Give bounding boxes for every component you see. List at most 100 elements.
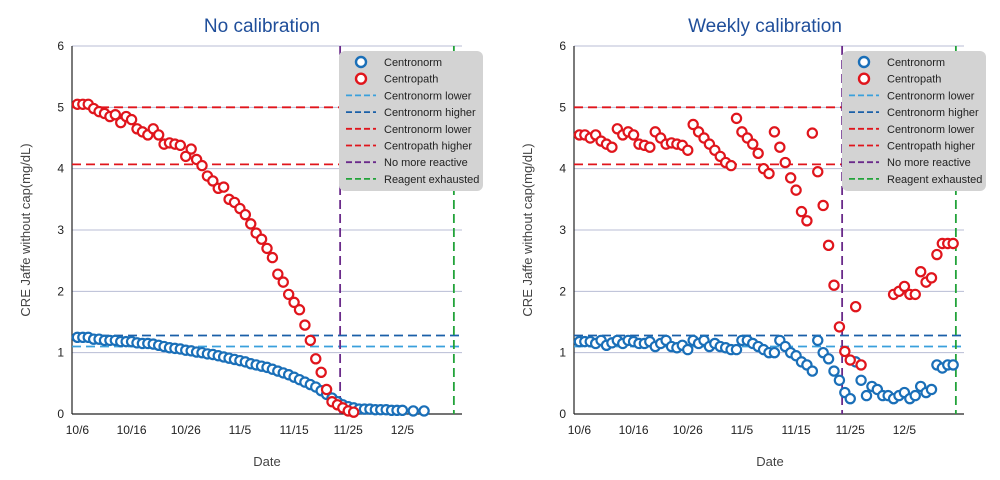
legend-label: Centronorm — [384, 57, 442, 69]
x-tick-label: 10/16 — [619, 423, 649, 437]
legend-marker-circle — [354, 72, 368, 85]
data-point — [947, 237, 959, 250]
data-point — [763, 167, 775, 180]
series-centropath — [71, 98, 360, 418]
data-point — [833, 374, 846, 386]
y-tick-label: 1 — [57, 346, 64, 360]
legend-label: Centronorm higher — [887, 107, 979, 119]
y-tick-label: 6 — [559, 39, 566, 53]
x-tick-label: 10/6 — [568, 423, 592, 437]
data-point — [844, 354, 856, 366]
x-axis-label: Date — [756, 454, 783, 469]
y-axis-ticks: 0 1 2 3 4 5 6 — [559, 39, 566, 421]
data-point — [914, 266, 927, 278]
data-point — [768, 126, 781, 138]
data-point — [812, 166, 824, 178]
data-point — [795, 205, 808, 218]
data-point — [315, 366, 327, 378]
y-tick-label: 3 — [57, 223, 64, 237]
data-point — [725, 159, 737, 172]
x-tick-label: 10/16 — [117, 423, 147, 437]
data-point — [779, 156, 791, 169]
data-point — [822, 239, 835, 252]
data-point — [784, 172, 797, 184]
data-point — [299, 319, 311, 331]
legend-label: No more reactive — [887, 157, 971, 169]
y-tick-label: 6 — [57, 39, 64, 53]
data-point — [682, 343, 694, 356]
y-tick-label: 1 — [559, 346, 566, 360]
data-point — [207, 175, 219, 187]
y-tick-label: 5 — [57, 100, 64, 114]
data-point — [806, 127, 819, 139]
legend-label: Centronorm — [887, 57, 945, 69]
series-centronorm — [71, 331, 430, 417]
x-tick-label: 12/5 — [893, 423, 917, 437]
data-point — [606, 141, 618, 153]
y-axis-ticks: 0 1 2 3 4 5 6 — [57, 39, 64, 421]
data-point — [272, 268, 284, 280]
data-point — [152, 129, 165, 141]
data-point — [947, 359, 959, 371]
data-point — [288, 296, 300, 309]
legend-background — [842, 51, 986, 191]
legend-label: Centropath — [384, 74, 438, 86]
data-point — [860, 389, 873, 402]
data-point — [196, 159, 208, 172]
data-point — [839, 345, 851, 358]
data-point — [817, 199, 829, 212]
y-tick-label: 3 — [559, 223, 566, 237]
legend-marker-circle — [857, 72, 871, 85]
data-point — [239, 208, 252, 221]
data-point — [849, 300, 862, 313]
legend-label: Centronorm lower — [384, 124, 472, 136]
data-point — [277, 276, 289, 288]
x-tick-label: 10/26 — [673, 423, 703, 437]
data-point — [730, 112, 743, 125]
x-tick-label: 11/25 — [836, 423, 865, 437]
x-axis-label: Date — [253, 454, 280, 469]
x-tick-label: 11/5 — [229, 423, 252, 437]
data-point — [396, 404, 409, 417]
x-tick-label: 12/5 — [391, 423, 415, 437]
y-axis-label: CRE Jaffe without cap(mg/dL) — [520, 143, 535, 316]
y-tick-label: 0 — [57, 407, 64, 421]
legend-background — [339, 51, 483, 191]
x-tick-label: 11/5 — [731, 423, 754, 437]
data-point — [266, 251, 279, 264]
chart-title: Weekly calibration — [688, 16, 842, 37]
data-point — [418, 405, 430, 417]
data-point — [822, 353, 835, 365]
data-point — [245, 218, 257, 230]
data-point — [844, 392, 856, 405]
data-point — [909, 389, 921, 402]
data-point — [180, 150, 192, 163]
data-point — [801, 215, 813, 227]
y-tick-label: 4 — [559, 162, 566, 176]
legend-label: No more reactive — [384, 157, 468, 169]
legend-label: Reagent exhausted — [384, 174, 479, 186]
data-point — [282, 288, 295, 301]
x-tick-label: 11/15 — [782, 423, 811, 437]
series-centropath — [573, 112, 959, 371]
legend-label: Centronorm lower — [887, 124, 975, 136]
data-point — [293, 304, 306, 316]
legend-label: Centronorm higher — [384, 107, 476, 119]
series-centronorm — [573, 334, 959, 405]
legend-marker-circle — [354, 55, 368, 69]
y-tick-label: 0 — [559, 407, 566, 421]
data-point — [774, 141, 786, 153]
data-point — [925, 272, 938, 284]
legend: Centronorm Centropath Centronorm lower Cent… — [339, 51, 483, 191]
data-point — [217, 181, 230, 193]
y-axis-label: CRE Jaffe without cap(mg/dL) — [18, 143, 33, 316]
data-point — [833, 321, 846, 333]
data-point — [687, 118, 699, 131]
data-point — [730, 343, 743, 356]
chart-panel-weekly-calibration: Weekly calibration Date CRE Jaffe withou… — [520, 16, 986, 469]
data-point — [185, 143, 197, 155]
data-point — [304, 334, 317, 347]
x-axis-ticks: 10/6 10/16 10/26 11/5 11/15 11/25 12/5 — [66, 423, 415, 437]
data-point — [747, 138, 759, 150]
data-point — [828, 365, 840, 377]
